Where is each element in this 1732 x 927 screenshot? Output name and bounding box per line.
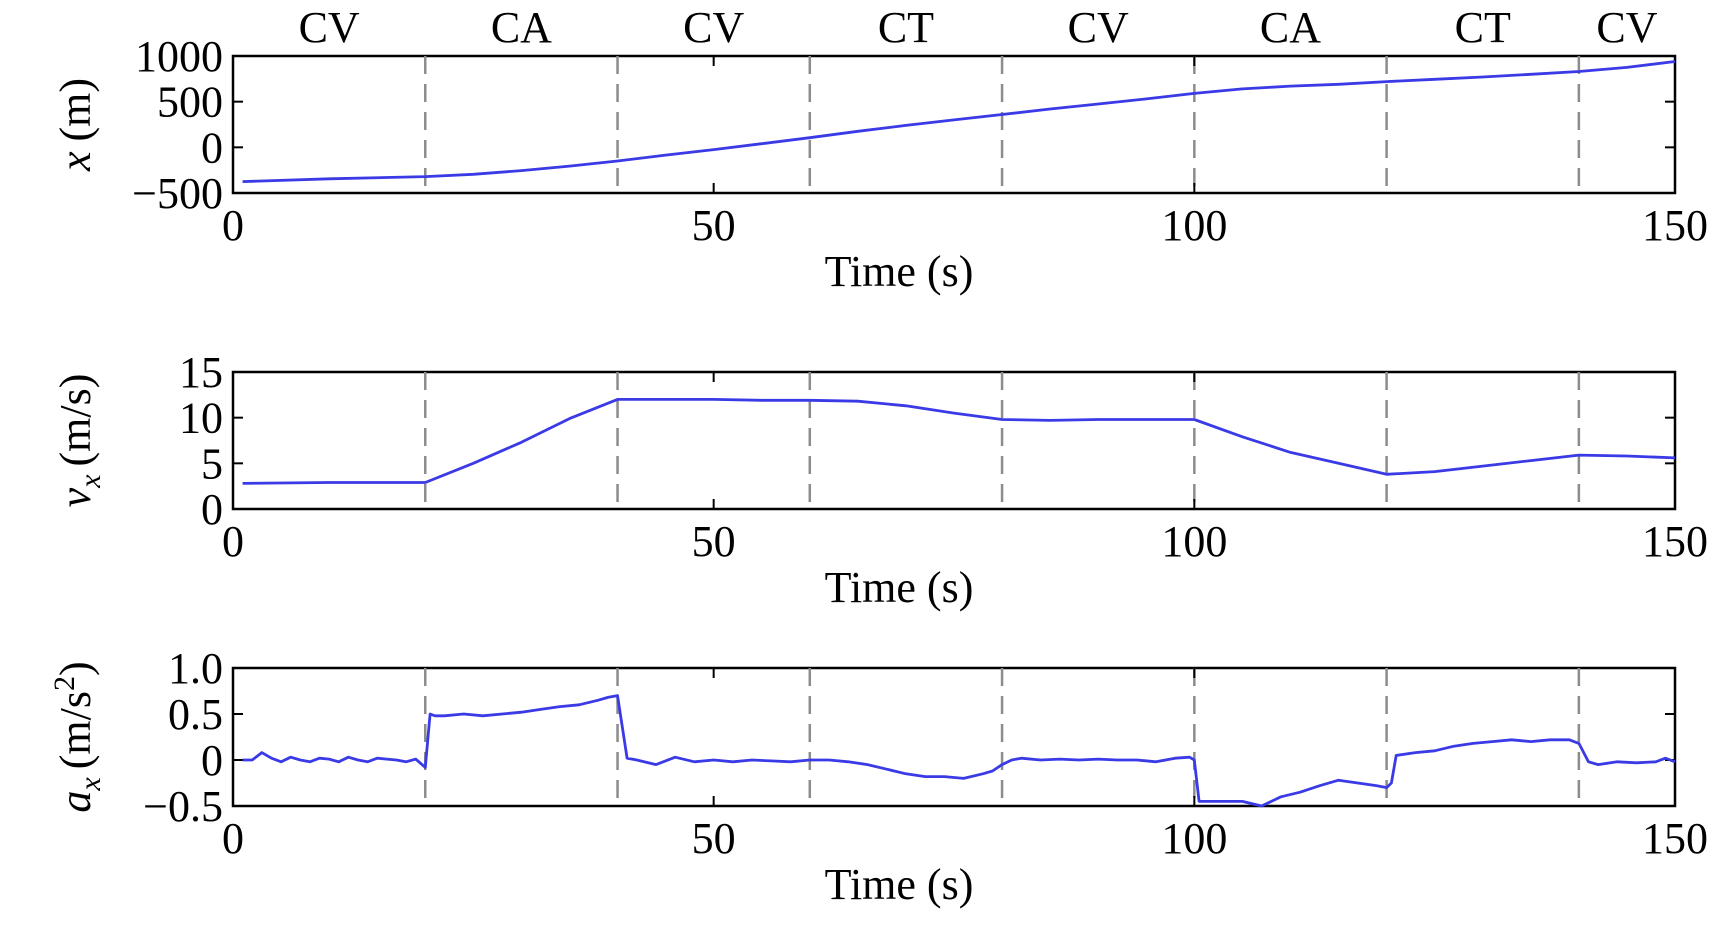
y-axis-label: x (m)	[51, 78, 100, 172]
x-tick-label-3: 150	[1642, 814, 1708, 863]
y-axis-label-variable: v	[51, 487, 100, 507]
x-axis-label: Time (s)	[825, 860, 974, 909]
segment-label-4: CV	[1068, 3, 1129, 52]
y-tick-label-2: 0	[201, 123, 223, 172]
segment-label-2: CV	[683, 3, 744, 52]
y-axis-label: vx (m/s)	[51, 374, 107, 508]
y-tick-label-0: 1.0	[168, 644, 223, 693]
x-tick-label-2: 100	[1161, 814, 1227, 863]
plot-frame	[231, 370, 1677, 511]
x-tick-label-0: 0	[222, 517, 244, 566]
x-tick-label-2: 100	[1161, 517, 1227, 566]
segment-label-3: CT	[878, 3, 934, 52]
y-axis-label-superscript: 2	[48, 676, 81, 691]
x-tick-label-0: 0	[222, 201, 244, 250]
y-axis-label-variable: x	[51, 151, 100, 172]
x-tick-label-0: 0	[222, 814, 244, 863]
series-line-0	[242, 60, 1676, 183]
x-tick-label-1: 50	[692, 201, 736, 250]
y-axis-label-close: )	[51, 661, 100, 676]
x-tick-label-3: 150	[1642, 201, 1708, 250]
x-tick-label-1: 50	[692, 814, 736, 863]
y-tick-label-3: −500	[132, 169, 223, 218]
y-axis-label: ax (m/s2)	[48, 661, 107, 812]
y-tick-label-0: 1000	[135, 32, 223, 81]
x-tick-label-1: 50	[692, 517, 736, 566]
series-line-0	[242, 397, 1676, 485]
y-axis-label-subscript: x	[74, 777, 107, 792]
y-tick-label-1: 0.5	[168, 690, 223, 739]
y-tick-label-2: 5	[201, 439, 223, 488]
x-axis-label: Time (s)	[825, 247, 974, 296]
y-axis-label-variable: a	[51, 791, 100, 813]
x-axis-label: Time (s)	[825, 563, 974, 612]
segment-label-5: CA	[1260, 3, 1321, 52]
segment-label-0: CV	[299, 3, 360, 52]
x-tick-label-3: 150	[1642, 517, 1708, 566]
series-line-0	[242, 694, 1676, 808]
x-tick-label-2: 100	[1161, 201, 1227, 250]
y-tick-label-3: −0.5	[143, 782, 223, 831]
y-axis-label-subscript: x	[74, 474, 107, 489]
y-axis-label-unit: (m)	[51, 78, 100, 142]
y-tick-label-1: 10	[179, 394, 223, 443]
y-tick-label-1: 500	[157, 78, 223, 127]
y-tick-label-0: 15	[179, 348, 223, 397]
segment-label-6: CT	[1455, 3, 1511, 52]
plot-frame	[231, 666, 1677, 808]
y-axis-label-unit: (m/s)	[51, 374, 100, 467]
segment-label-1: CA	[491, 3, 552, 52]
y-axis-label-unit: (m/s	[51, 691, 100, 769]
segment-label-7: CV	[1596, 3, 1657, 52]
plot-frame	[231, 54, 1677, 195]
y-tick-label-2: 0	[201, 736, 223, 785]
y-tick-label-3: 0	[201, 485, 223, 534]
